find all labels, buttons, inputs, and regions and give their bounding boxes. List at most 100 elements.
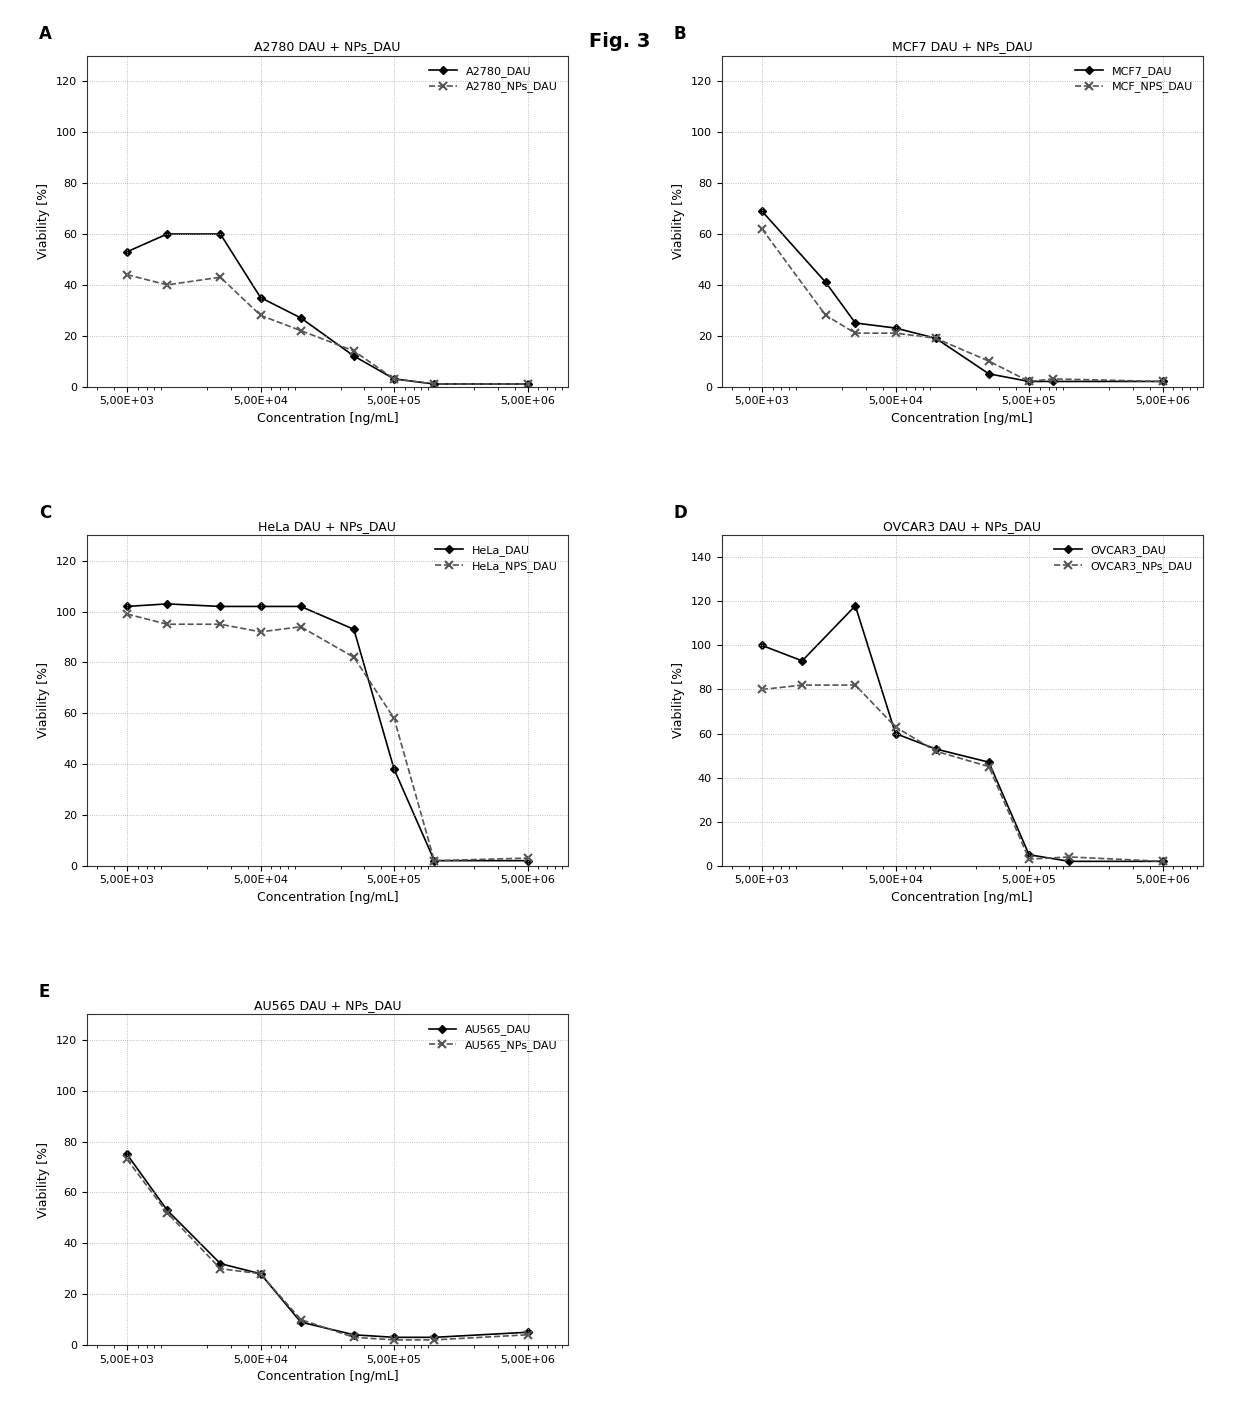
HeLa_DAU xyxy=(160,595,175,612)
MCF_NPS_DAU xyxy=(754,220,769,237)
OVCAR3_DAU xyxy=(929,741,944,758)
MCF_NPS_DAU xyxy=(1156,373,1171,389)
MCF_NPS_DAU xyxy=(848,325,863,342)
Text: D: D xyxy=(673,504,687,523)
AU565_DAU xyxy=(387,1330,402,1346)
OVCAR3_DAU xyxy=(848,597,863,614)
MCF_NPS_DAU xyxy=(1022,373,1037,389)
AU565_NPs_DAU xyxy=(160,1205,175,1222)
OVCAR3_NPs_DAU xyxy=(848,677,863,693)
X-axis label: Concentration [ng/mL]: Concentration [ng/mL] xyxy=(257,1370,398,1383)
MCF7_DAU xyxy=(848,315,863,332)
Text: A: A xyxy=(38,25,52,43)
MCF7_DAU xyxy=(754,203,769,220)
Line: HeLa_NPS_DAU: HeLa_NPS_DAU xyxy=(123,609,532,864)
A2780_NPs_DAU xyxy=(253,307,268,324)
AU565_NPs_DAU xyxy=(521,1327,536,1344)
X-axis label: Concentration [ng/mL]: Concentration [ng/mL] xyxy=(892,412,1033,425)
X-axis label: Concentration [ng/mL]: Concentration [ng/mL] xyxy=(257,891,398,904)
OVCAR3_NPs_DAU xyxy=(888,719,903,736)
OVCAR3_DAU xyxy=(754,637,769,654)
Line: HeLa_DAU: HeLa_DAU xyxy=(124,601,531,863)
A2780_DAU xyxy=(213,226,228,242)
Y-axis label: Viability [%]: Viability [%] xyxy=(672,663,686,738)
MCF7_DAU xyxy=(1156,373,1171,389)
Title: AU565 DAU + NPs_DAU: AU565 DAU + NPs_DAU xyxy=(253,999,401,1012)
Line: MCF7_DAU: MCF7_DAU xyxy=(759,209,1166,384)
Line: A2780_DAU: A2780_DAU xyxy=(124,231,531,387)
Line: AU565_NPs_DAU: AU565_NPs_DAU xyxy=(123,1156,532,1344)
MCF7_DAU xyxy=(1022,373,1037,389)
Legend: A2780_DAU, A2780_NPs_DAU: A2780_DAU, A2780_NPs_DAU xyxy=(425,62,562,97)
MCF7_DAU xyxy=(981,366,996,382)
Text: E: E xyxy=(38,984,50,1002)
MCF7_DAU xyxy=(929,329,944,346)
AU565_DAU xyxy=(294,1314,309,1331)
OVCAR3_NPs_DAU xyxy=(795,677,810,693)
A2780_DAU xyxy=(253,289,268,305)
Text: Fig. 3: Fig. 3 xyxy=(589,32,651,52)
HeLa_NPS_DAU xyxy=(253,623,268,640)
Line: AU565_DAU: AU565_DAU xyxy=(124,1152,531,1341)
Line: OVCAR3_DAU: OVCAR3_DAU xyxy=(759,602,1166,864)
HeLa_NPS_DAU xyxy=(521,850,536,867)
HeLa_DAU xyxy=(387,761,402,778)
OVCAR3_NPs_DAU xyxy=(981,758,996,775)
X-axis label: Concentration [ng/mL]: Concentration [ng/mL] xyxy=(257,412,398,425)
Y-axis label: Viability [%]: Viability [%] xyxy=(672,184,686,259)
HeLa_NPS_DAU xyxy=(160,616,175,633)
Y-axis label: Viability [%]: Viability [%] xyxy=(37,663,51,738)
AU565_DAU xyxy=(427,1330,441,1346)
HeLa_NPS_DAU xyxy=(427,852,441,869)
HeLa_NPS_DAU xyxy=(346,649,361,665)
Line: OVCAR3_NPs_DAU: OVCAR3_NPs_DAU xyxy=(758,681,1167,866)
HeLa_NPS_DAU xyxy=(294,618,309,635)
AU565_NPs_DAU xyxy=(119,1152,134,1168)
AU565_NPs_DAU xyxy=(387,1331,402,1348)
HeLa_NPS_DAU xyxy=(213,616,228,633)
Legend: OVCAR3_DAU, OVCAR3_NPs_DAU: OVCAR3_DAU, OVCAR3_NPs_DAU xyxy=(1049,541,1198,576)
A2780_DAU xyxy=(387,370,402,387)
Title: MCF7 DAU + NPs_DAU: MCF7 DAU + NPs_DAU xyxy=(892,41,1033,53)
Line: MCF_NPS_DAU: MCF_NPS_DAU xyxy=(758,224,1167,385)
MCF_NPS_DAU xyxy=(929,329,944,346)
OVCAR3_NPs_DAU xyxy=(754,681,769,698)
A2780_DAU xyxy=(119,244,134,261)
A2780_NPs_DAU xyxy=(160,276,175,293)
OVCAR3_DAU xyxy=(1022,846,1037,863)
Title: A2780 DAU + NPs_DAU: A2780 DAU + NPs_DAU xyxy=(254,41,401,53)
HeLa_NPS_DAU xyxy=(387,710,402,727)
MCF_NPS_DAU xyxy=(1045,370,1060,387)
HeLa_DAU xyxy=(346,621,361,637)
OVCAR3_NPs_DAU xyxy=(1156,853,1171,870)
HeLa_DAU xyxy=(521,852,536,869)
AU565_NPs_DAU xyxy=(253,1265,268,1282)
A2780_NPs_DAU xyxy=(213,269,228,286)
OVCAR3_DAU xyxy=(1156,853,1171,870)
AU565_NPs_DAU xyxy=(346,1330,361,1346)
Legend: AU565_DAU, AU565_NPs_DAU: AU565_DAU, AU565_NPs_DAU xyxy=(424,1020,562,1055)
HeLa_DAU xyxy=(119,598,134,615)
AU565_NPs_DAU xyxy=(294,1311,309,1328)
OVCAR3_NPs_DAU xyxy=(1061,849,1076,866)
AU565_NPs_DAU xyxy=(213,1261,228,1278)
Line: A2780_NPs_DAU: A2780_NPs_DAU xyxy=(123,270,532,388)
Text: C: C xyxy=(38,504,51,523)
OVCAR3_DAU xyxy=(1061,853,1076,870)
HeLa_DAU xyxy=(294,598,309,615)
Text: B: B xyxy=(673,25,686,43)
Title: OVCAR3 DAU + NPs_DAU: OVCAR3 DAU + NPs_DAU xyxy=(883,520,1042,532)
Legend: MCF7_DAU, MCF_NPS_DAU: MCF7_DAU, MCF_NPS_DAU xyxy=(1070,62,1198,97)
OVCAR3_DAU xyxy=(981,754,996,771)
OVCAR3_NPs_DAU xyxy=(1022,850,1037,867)
AU565_DAU xyxy=(521,1324,536,1341)
A2780_NPs_DAU xyxy=(119,266,134,283)
AU565_DAU xyxy=(119,1146,134,1163)
AU565_DAU xyxy=(253,1265,268,1282)
OVCAR3_DAU xyxy=(888,726,903,743)
MCF7_DAU xyxy=(888,319,903,336)
A2780_DAU xyxy=(521,375,536,392)
MCF7_DAU xyxy=(1045,373,1060,389)
A2780_NPs_DAU xyxy=(294,322,309,339)
HeLa_DAU xyxy=(427,852,441,869)
